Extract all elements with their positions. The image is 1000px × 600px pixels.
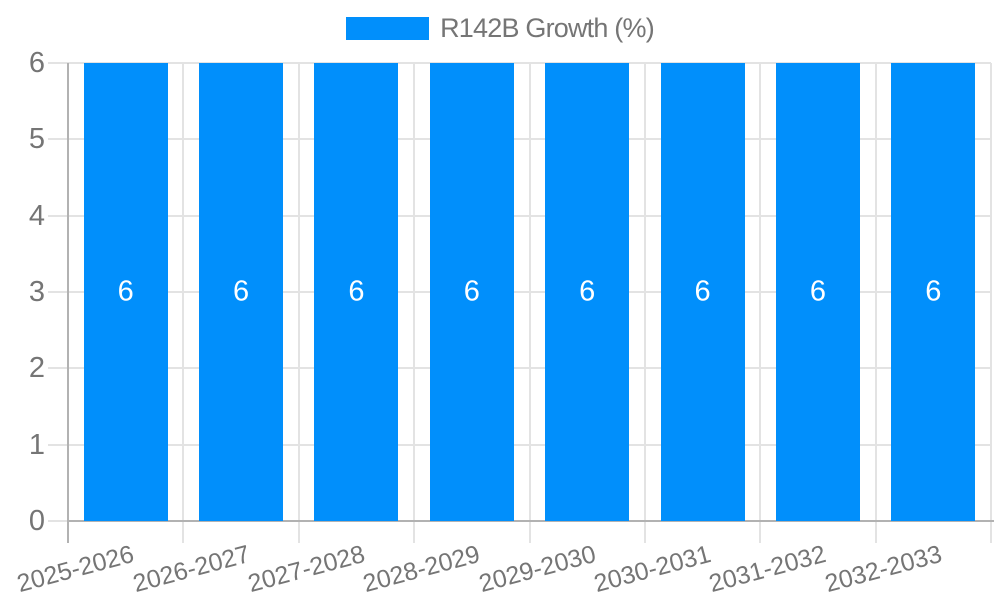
x-axis-category-label: 2032-2033 bbox=[821, 540, 945, 598]
bar-value-label: 6 bbox=[117, 275, 134, 308]
x-axis-line bbox=[68, 520, 994, 522]
x-axis-category-label: 2027-2028 bbox=[244, 540, 368, 598]
bar[interactable]: 6 bbox=[314, 63, 399, 521]
bar-value-label: 6 bbox=[809, 275, 826, 308]
bar[interactable]: 6 bbox=[775, 63, 860, 521]
bar-value-label: 6 bbox=[694, 275, 711, 308]
x-axis-category-label: 2030-2031 bbox=[591, 540, 714, 598]
y-axis-tick-label: 5 bbox=[28, 123, 45, 156]
bar[interactable]: 6 bbox=[545, 63, 630, 521]
legend-swatch bbox=[346, 17, 430, 40]
x-axis-category-label: 2029-2030 bbox=[475, 540, 599, 598]
y-axis-tick-label: 3 bbox=[28, 276, 45, 308]
legend-item[interactable]: R142B Growth (%) bbox=[346, 13, 655, 44]
x-gridline bbox=[643, 63, 646, 543]
y-gridline bbox=[48, 62, 991, 64]
bar-value-label: 6 bbox=[348, 275, 365, 308]
x-gridline bbox=[759, 63, 762, 543]
bar[interactable]: 6 bbox=[429, 63, 514, 521]
legend: R142B Growth (%) bbox=[0, 13, 1000, 44]
y-axis-tick-label: 2 bbox=[28, 352, 45, 385]
bar[interactable]: 6 bbox=[199, 63, 284, 521]
bar[interactable]: 6 bbox=[83, 63, 168, 521]
y-axis-tick-label: 4 bbox=[28, 199, 45, 232]
x-axis-category-label: 2026-2027 bbox=[129, 540, 253, 598]
x-axis-category-label: 2031-2032 bbox=[706, 540, 830, 598]
x-gridline bbox=[297, 63, 300, 543]
x-gridline bbox=[990, 63, 992, 543]
bar[interactable]: 6 bbox=[891, 63, 976, 521]
x-gridline bbox=[874, 63, 877, 543]
y-gridline bbox=[48, 138, 991, 141]
legend-label: R142B Growth (%) bbox=[440, 13, 655, 43]
x-gridline bbox=[528, 63, 531, 543]
bar-value-label: 6 bbox=[232, 275, 250, 308]
bar[interactable]: 6 bbox=[660, 63, 745, 521]
y-axis-tick-label: 1 bbox=[28, 428, 45, 461]
y-axis-tick-label: 6 bbox=[28, 47, 45, 79]
y-gridline bbox=[48, 291, 991, 293]
x-gridline bbox=[182, 63, 185, 543]
x-axis-category-label: 2028-2029 bbox=[360, 540, 484, 598]
y-axis-line bbox=[67, 63, 69, 543]
bar-value-label: 6 bbox=[925, 275, 942, 308]
y-axis-tick bbox=[48, 520, 68, 522]
bar-value-label: 6 bbox=[579, 275, 596, 308]
y-gridline bbox=[48, 367, 991, 370]
y-gridline bbox=[48, 214, 991, 217]
y-axis-tick-label: 0 bbox=[28, 505, 45, 537]
x-axis-category-label: 2025-2026 bbox=[14, 540, 137, 598]
bar-value-label: 6 bbox=[463, 275, 480, 308]
x-gridline bbox=[413, 63, 416, 543]
y-gridline bbox=[48, 443, 991, 446]
